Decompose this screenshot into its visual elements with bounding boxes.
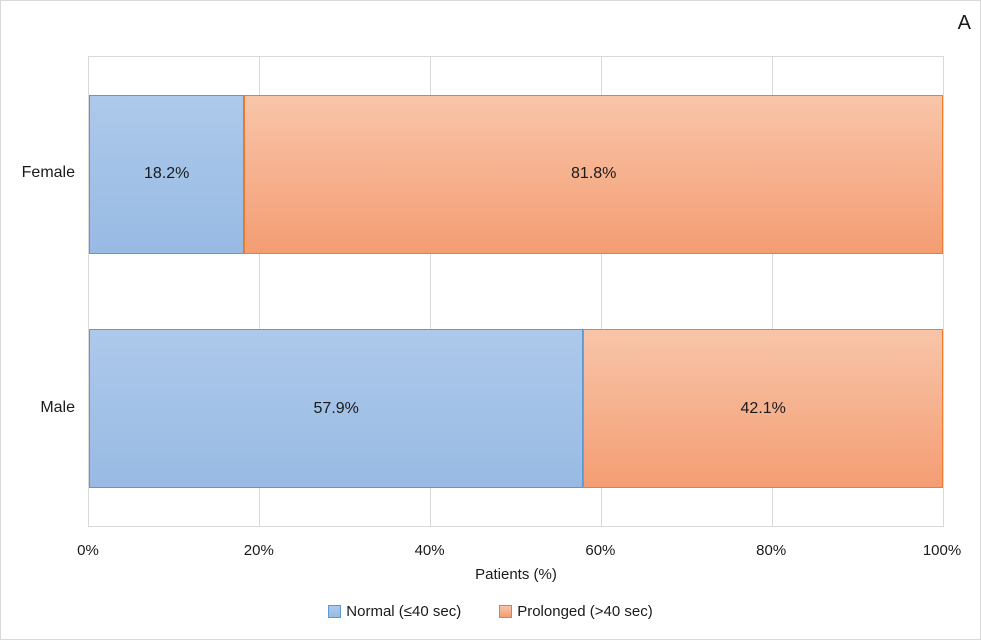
bar-value-label: 57.9% (313, 399, 359, 417)
bar-segment: 18.2% (89, 94, 245, 254)
bar-value-label: 18.2% (144, 165, 190, 183)
legend-item: Normal (≤40 sec) (328, 603, 461, 620)
gridline (771, 57, 773, 526)
x-axis-title: Patients (%) (475, 566, 557, 583)
legend-label: Normal (≤40 sec) (346, 603, 462, 620)
legend-label: Prolonged (>40 sec) (517, 603, 653, 620)
category-axis: Female Male (1, 56, 75, 527)
legend: Normal (≤40 sec) Prolonged (>40 sec) (1, 603, 980, 620)
gridline (600, 57, 602, 526)
category-label: Male (40, 398, 75, 416)
legend-swatch (328, 605, 342, 618)
category-label: Female (21, 164, 75, 182)
x-tick-label: 60% (585, 542, 616, 559)
gridline (259, 57, 261, 526)
x-tick-label: 40% (414, 542, 445, 559)
x-axis-ticks: 0% 20% 40% 60% 80% 100% (77, 542, 961, 562)
bar-value-label: 42.1% (740, 399, 786, 417)
plot-area: 18.2% 81.8% 57.9% 42.1% (88, 56, 944, 527)
bar-segment: 81.8% (244, 94, 943, 254)
bar-segment: 57.9% (89, 329, 584, 489)
bar-value-label: 81.8% (571, 165, 617, 183)
legend-swatch (499, 605, 513, 618)
x-tick-label: 20% (243, 542, 274, 559)
x-tick-label: 100% (922, 542, 962, 559)
x-tick-label: 80% (756, 542, 787, 559)
gridline (430, 57, 432, 526)
legend-item: Prolonged (>40 sec) (499, 603, 653, 620)
x-tick-label: 0% (77, 542, 99, 559)
panel-label: A (957, 12, 971, 34)
bar-segment: 42.1% (583, 329, 943, 489)
